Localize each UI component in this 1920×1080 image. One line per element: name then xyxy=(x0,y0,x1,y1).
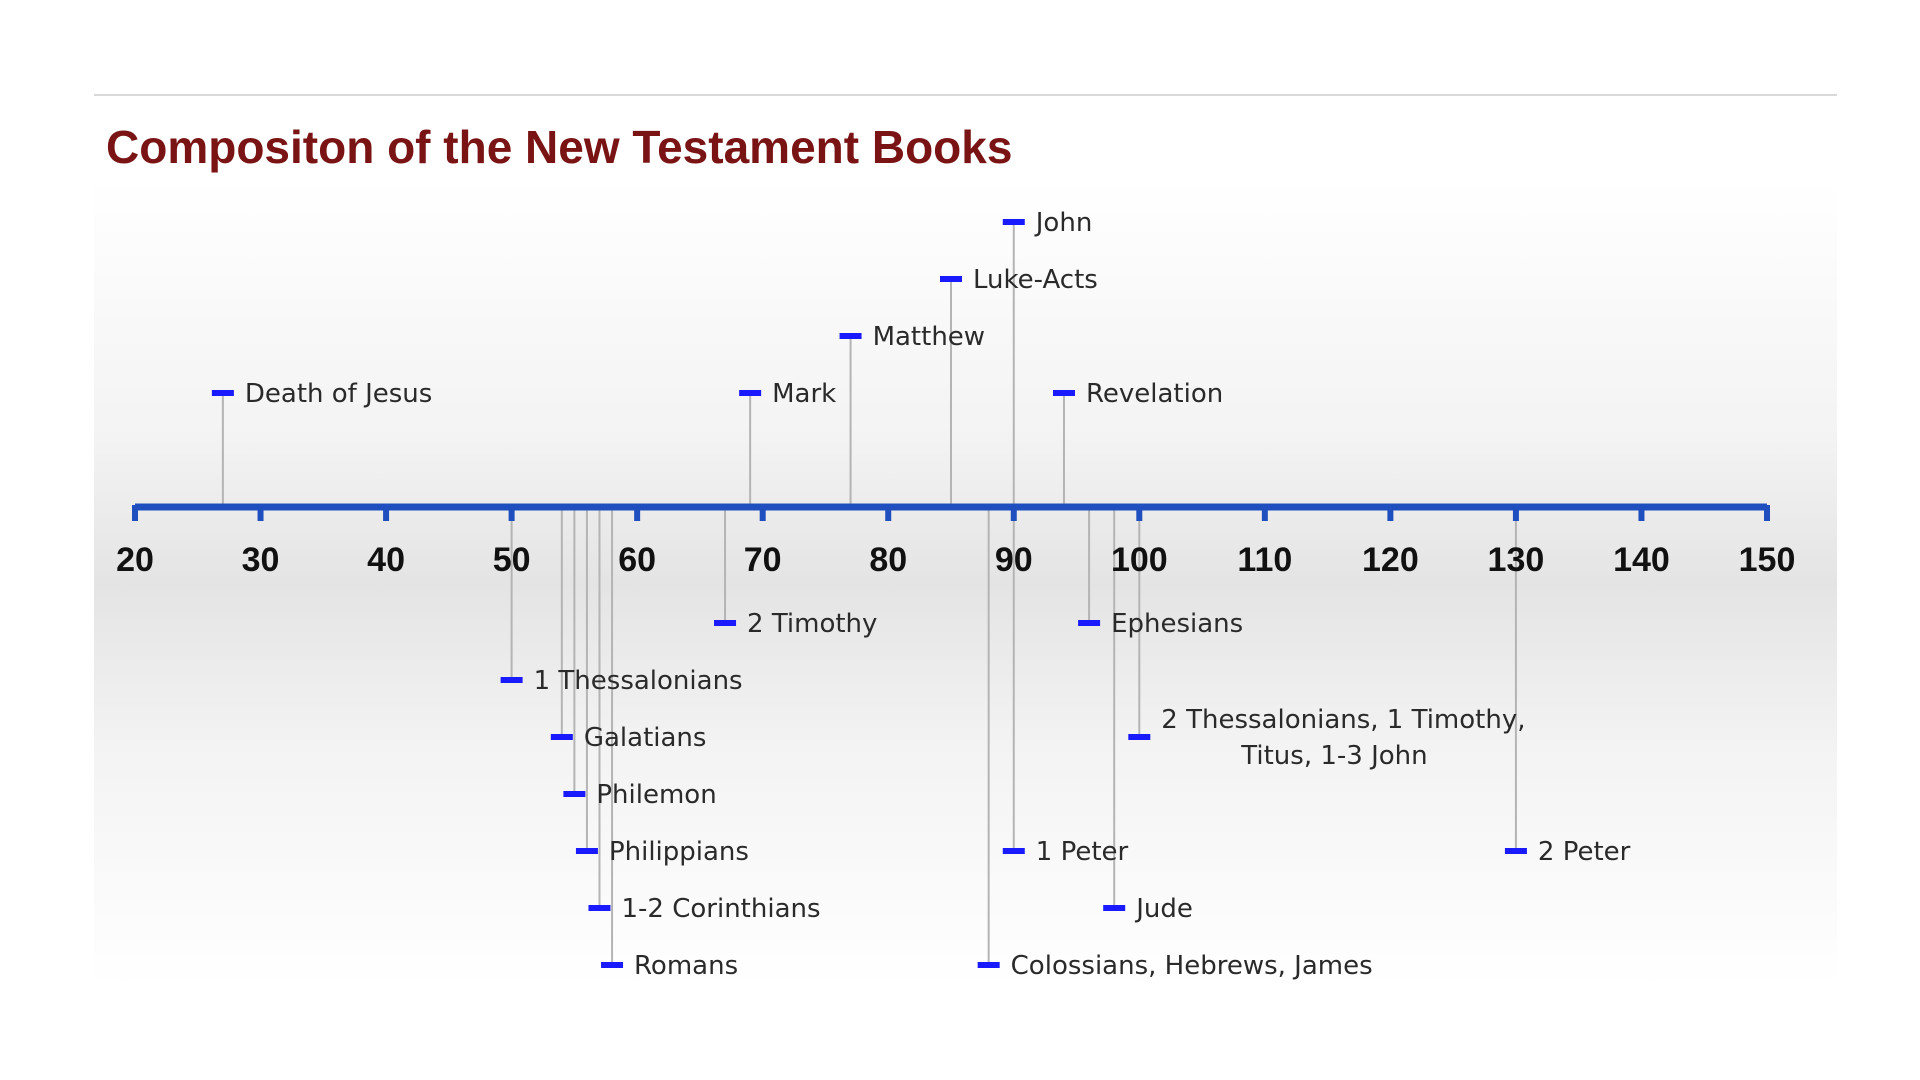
axis-tick-label: 60 xyxy=(618,541,656,579)
event-marker xyxy=(1504,848,1527,854)
event-marker xyxy=(739,390,762,396)
axis-tick-label: 120 xyxy=(1362,541,1419,579)
axis-tick-label: 50 xyxy=(493,541,531,579)
event-label: Matthew xyxy=(873,322,986,352)
event-label: Philemon xyxy=(596,780,716,810)
axis-tick-label: 90 xyxy=(995,541,1033,579)
axis-tick-label: 30 xyxy=(242,541,280,579)
event-label: 1 Thessalonians xyxy=(534,666,743,696)
event-label: John xyxy=(1034,208,1093,238)
event-label: Philippians xyxy=(609,837,749,867)
event-marker xyxy=(1002,848,1025,854)
event-marker xyxy=(563,791,586,797)
event-label: 1 Peter xyxy=(1036,837,1129,867)
event-marker xyxy=(500,677,523,683)
axis-tick-label: 130 xyxy=(1488,541,1545,579)
event-label: 1-2 Corinthians xyxy=(621,894,820,924)
event-marker xyxy=(1052,390,1075,396)
event-label: Colossians, Hebrews, James xyxy=(1011,951,1373,981)
event-marker xyxy=(1002,219,1025,225)
event-label: Ephesians xyxy=(1111,609,1243,639)
event-label: Mark xyxy=(772,379,836,409)
event-label: Titus, 1-3 John xyxy=(1240,741,1427,771)
axis-tick-label: 150 xyxy=(1739,541,1796,579)
axis-tick-label: 20 xyxy=(116,541,154,579)
event-label: Romans xyxy=(634,951,738,981)
event-marker xyxy=(1128,734,1151,740)
page-title: Compositon of the New Testament Books xyxy=(106,121,1013,173)
event-marker xyxy=(1103,905,1126,911)
event-marker xyxy=(839,333,862,339)
axis-tick-label: 140 xyxy=(1613,541,1670,579)
event-marker xyxy=(940,276,962,282)
event-marker xyxy=(550,734,573,740)
event-marker xyxy=(601,962,624,968)
axis-tick-label: 40 xyxy=(367,541,405,579)
axis-tick-label: 110 xyxy=(1237,541,1292,579)
event-label: 2 Peter xyxy=(1538,837,1631,867)
event-label: Luke-Acts xyxy=(973,265,1098,295)
axis-tick-label: 80 xyxy=(869,541,907,579)
event-marker xyxy=(1078,620,1101,626)
axis-tick-label: 100 xyxy=(1111,541,1168,579)
event-marker xyxy=(575,848,598,854)
event-label: Revelation xyxy=(1086,379,1223,409)
timeline-background xyxy=(94,180,1837,987)
axis-tick-label: 70 xyxy=(744,541,782,579)
header-divider xyxy=(94,94,1837,96)
event-marker xyxy=(977,962,1000,968)
event-label: Jude xyxy=(1134,894,1193,924)
event-label: Galatians xyxy=(584,723,707,753)
event-marker xyxy=(714,620,737,626)
event-marker xyxy=(211,390,234,396)
event-label: 2 Timothy xyxy=(747,609,877,639)
event-marker xyxy=(588,905,611,911)
event-label: Death of Jesus xyxy=(245,379,432,409)
event-label: 2 Thessalonians, 1 Timothy, xyxy=(1161,705,1525,735)
